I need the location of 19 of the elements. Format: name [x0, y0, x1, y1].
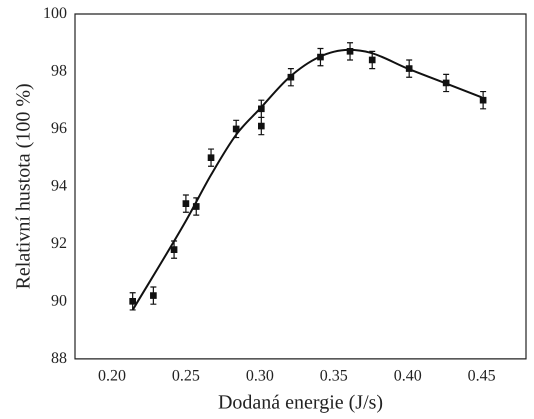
point: [317, 54, 324, 60]
x-tick-label: 0.20: [98, 368, 126, 385]
point: [208, 154, 214, 161]
y-tick-label: 100: [43, 5, 67, 22]
y-axis-title: Relativní hustota (100 %): [12, 83, 34, 290]
point: [170, 246, 178, 253]
y-tick-label: 98: [51, 62, 67, 80]
x-tick-label: 0.25: [172, 368, 200, 385]
x-tick-label: 0.40: [394, 368, 422, 385]
x-tick-label: 0.30: [246, 368, 274, 385]
y-tick-label: 88: [51, 350, 67, 368]
x-tick-label: 0.35: [320, 368, 348, 385]
x-tick-label: 0.45: [468, 368, 496, 385]
point: [346, 48, 354, 55]
x-axis-title: Dodaná energie (J/s): [218, 391, 384, 414]
y-tick-label: 90: [51, 292, 67, 310]
y-tick-label: 92: [51, 235, 67, 252]
y-tick-label: 94: [51, 178, 67, 195]
y-tick-label: 96: [51, 120, 67, 138]
